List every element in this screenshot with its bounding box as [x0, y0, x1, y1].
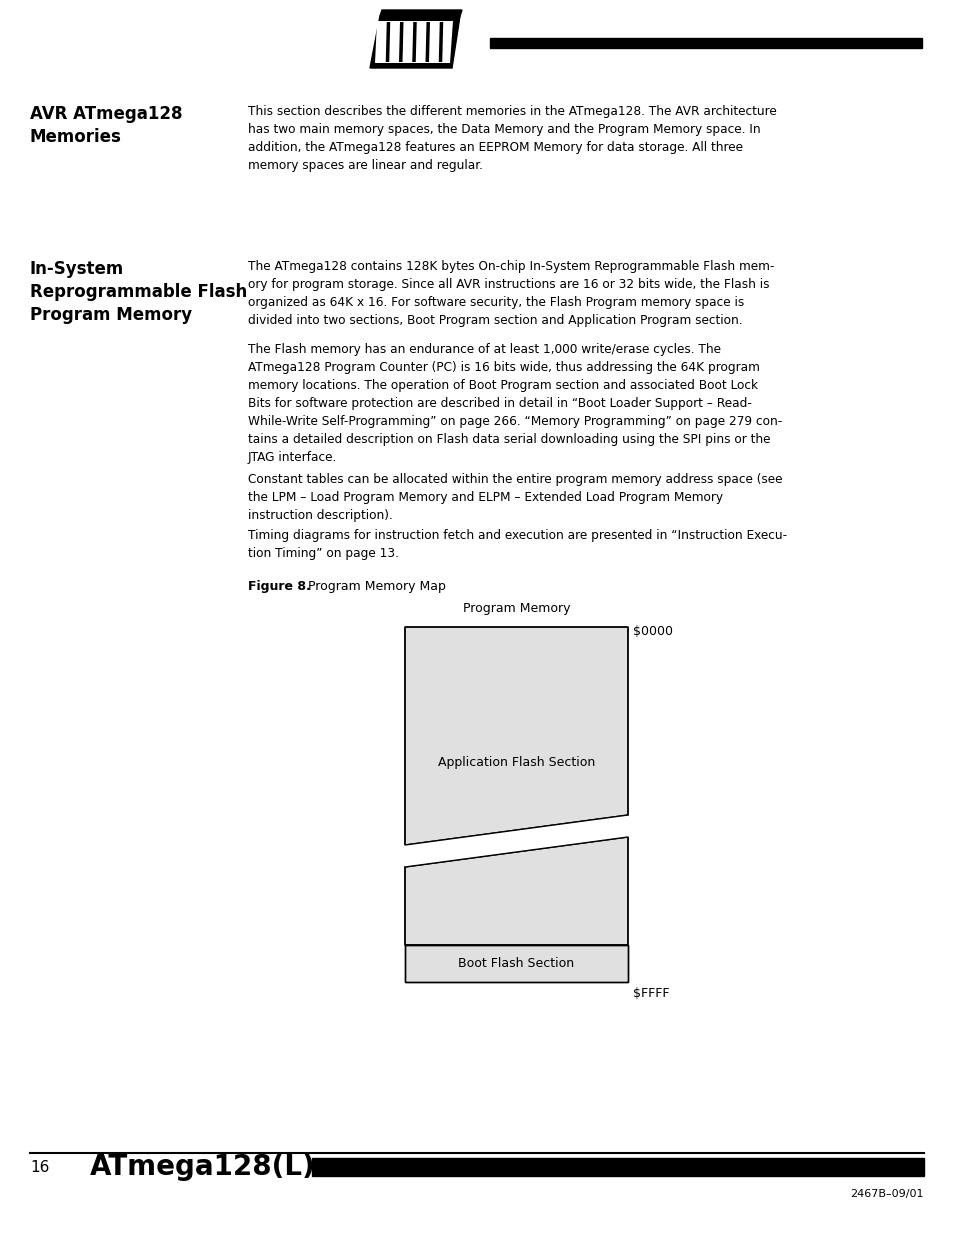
Text: Application Flash Section: Application Flash Section — [437, 756, 595, 769]
Text: Program Memory: Program Memory — [462, 601, 570, 615]
Polygon shape — [405, 627, 627, 845]
Text: The ATmega128 contains 128K bytes On-chip In-System Reprogrammable Flash mem-
or: The ATmega128 contains 128K bytes On-chi… — [248, 261, 774, 327]
Text: Figure 8.: Figure 8. — [248, 580, 311, 593]
Polygon shape — [379, 10, 461, 16]
Text: Program Memory Map: Program Memory Map — [299, 580, 445, 593]
Polygon shape — [425, 22, 430, 62]
Bar — [312, 1158, 923, 1176]
Polygon shape — [405, 815, 627, 867]
Text: $0000: $0000 — [633, 625, 672, 638]
Text: AVR ATmega128
Memories: AVR ATmega128 Memories — [30, 105, 182, 146]
Text: In-System
Reprogrammable Flash
Program Memory: In-System Reprogrammable Flash Program M… — [30, 261, 247, 324]
Text: Boot Flash Section: Boot Flash Section — [458, 957, 574, 969]
Text: 16: 16 — [30, 1160, 50, 1174]
Polygon shape — [405, 837, 627, 945]
Text: The Flash memory has an endurance of at least 1,000 write/erase cycles. The
ATme: The Flash memory has an endurance of at … — [248, 343, 781, 464]
Text: $FFFF: $FFFF — [633, 987, 669, 1000]
Polygon shape — [375, 21, 453, 63]
Polygon shape — [438, 22, 443, 62]
Bar — [490, 38, 921, 48]
Polygon shape — [370, 16, 459, 68]
Polygon shape — [412, 22, 416, 62]
Text: This section describes the different memories in the ATmega128. The AVR architec: This section describes the different mem… — [248, 105, 776, 172]
Polygon shape — [405, 945, 627, 982]
Text: Constant tables can be allocated within the entire program memory address space : Constant tables can be allocated within … — [248, 473, 781, 522]
Polygon shape — [385, 22, 390, 62]
Text: ATmega128(L): ATmega128(L) — [90, 1153, 315, 1181]
Polygon shape — [398, 22, 403, 62]
Text: 2467B–09/01: 2467B–09/01 — [850, 1189, 923, 1199]
Text: Timing diagrams for instruction fetch and execution are presented in “Instructio: Timing diagrams for instruction fetch an… — [248, 529, 786, 559]
